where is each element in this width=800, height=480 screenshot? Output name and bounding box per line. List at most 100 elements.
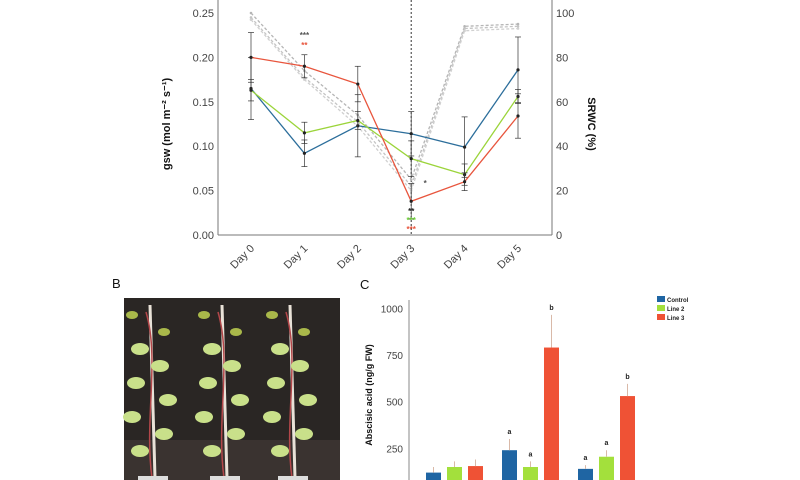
x-tick-label: Day 1 — [282, 243, 311, 272]
x-tick-label: Day 0 — [228, 243, 257, 272]
y2-tick-label: 0 — [556, 230, 562, 242]
leaf — [271, 445, 289, 457]
bar — [523, 467, 538, 480]
gsw-line — [250, 89, 519, 176]
gsw-point — [249, 88, 253, 92]
srwc-point — [516, 27, 520, 30]
y2-tick-label: 40 — [556, 141, 568, 153]
gsw-point — [302, 151, 306, 155]
pot-label — [278, 476, 308, 480]
legend-label: Line 3 — [667, 316, 685, 322]
bar — [599, 456, 614, 480]
leaf — [227, 428, 245, 440]
y2-tick-label: 20 — [556, 186, 568, 198]
y2-tick-label: 80 — [556, 52, 568, 64]
gsw-line — [250, 56, 519, 203]
srwc-line — [250, 12, 519, 181]
srwc-point — [516, 22, 520, 26]
y-tick-label: 0.25 — [193, 8, 214, 20]
legend-swatch — [657, 305, 665, 311]
srwc-line — [250, 19, 519, 192]
leaf — [267, 377, 285, 389]
y-tick-label: 1000 — [381, 304, 404, 315]
leaf — [203, 445, 221, 457]
x-tick-label: Day 5 — [495, 243, 524, 272]
gsw-point — [356, 118, 360, 123]
gsw-point — [463, 145, 467, 149]
legend-swatch — [657, 296, 665, 302]
gsw-point — [302, 131, 306, 135]
leaf — [271, 343, 289, 355]
pot-label — [210, 476, 240, 480]
y-axis-label: Abscisic acid (ng/g FW) — [364, 344, 374, 446]
leaf — [131, 445, 149, 457]
legend-label: Line 2 — [667, 307, 685, 313]
plant-photo — [123, 298, 340, 480]
plant-stem — [145, 311, 153, 479]
srwc-point — [249, 11, 253, 15]
significance-marker: ** — [301, 41, 308, 50]
leaf — [158, 328, 170, 336]
y-tick-label: 250 — [386, 444, 403, 455]
y-tick-label: 0.10 — [193, 141, 214, 153]
gsw-point — [356, 82, 360, 86]
gsw-line — [250, 69, 519, 155]
leaf — [151, 360, 169, 372]
plant-stem — [285, 311, 293, 479]
panel-label-b: B — [112, 276, 121, 291]
significance-letter: a — [605, 440, 609, 447]
leaf — [263, 411, 281, 423]
bar — [544, 347, 559, 480]
significance-letter: a — [529, 451, 533, 458]
leaf — [295, 428, 313, 440]
significance-marker: *** — [300, 31, 310, 40]
leaf — [298, 328, 310, 336]
srwc-point — [249, 16, 253, 19]
leaf — [291, 360, 309, 372]
srwc-point — [463, 27, 466, 30]
significance-letter: a — [508, 429, 512, 436]
x-tick-label: Day 3 — [389, 243, 418, 272]
gsw-point — [516, 68, 520, 72]
y2-tick-label: 100 — [556, 8, 574, 20]
gsw-point — [516, 114, 520, 118]
leaf — [203, 343, 221, 355]
leaf — [123, 411, 141, 423]
y-tick-label: 0.15 — [193, 97, 214, 109]
significance-letter: a — [584, 455, 588, 462]
chart-gsw-srwc: 0.00 0.05 0.10 0.15 0.20 0.25 0 20 40 60 80 100 Day … — [161, 0, 597, 271]
y-axis-label: gsw (mol m⁻² s⁻¹) — [161, 78, 173, 171]
leaf — [299, 394, 317, 406]
significance-marker: ** — [408, 207, 415, 216]
y-tick-label: 0.20 — [193, 52, 214, 64]
y2-axis-label: SRWC (%) — [585, 97, 597, 151]
leaf — [159, 394, 177, 406]
legend-label: Control — [667, 298, 689, 304]
y-tick-label: 750 — [386, 351, 403, 362]
bar — [426, 472, 441, 480]
leaf — [223, 360, 241, 372]
srwc-point — [303, 78, 306, 81]
significance-letter: b — [625, 374, 629, 381]
srwc-point — [463, 29, 466, 33]
leaf — [155, 428, 173, 440]
gsw-point — [409, 157, 413, 161]
leaf — [195, 411, 213, 423]
bar — [468, 466, 483, 480]
significance-marker: * — [424, 179, 428, 188]
srwc-point — [249, 18, 253, 21]
srwc-line — [250, 17, 519, 188]
chart-abscisic-acid: 250 500 750 1000 Abscisic acid (ng/g FW) a a Co… — [364, 296, 689, 480]
srwc-point — [516, 25, 520, 28]
srwc-point — [463, 25, 466, 28]
legend-swatch — [657, 314, 665, 320]
leaf — [266, 311, 278, 319]
gsw-point — [409, 199, 413, 203]
x-tick-label: Day 2 — [335, 243, 364, 272]
leaf — [126, 311, 138, 319]
significance-letter: b — [549, 305, 553, 312]
significance-marker: *** — [407, 216, 417, 225]
leaf — [199, 377, 217, 389]
bar — [447, 467, 462, 480]
